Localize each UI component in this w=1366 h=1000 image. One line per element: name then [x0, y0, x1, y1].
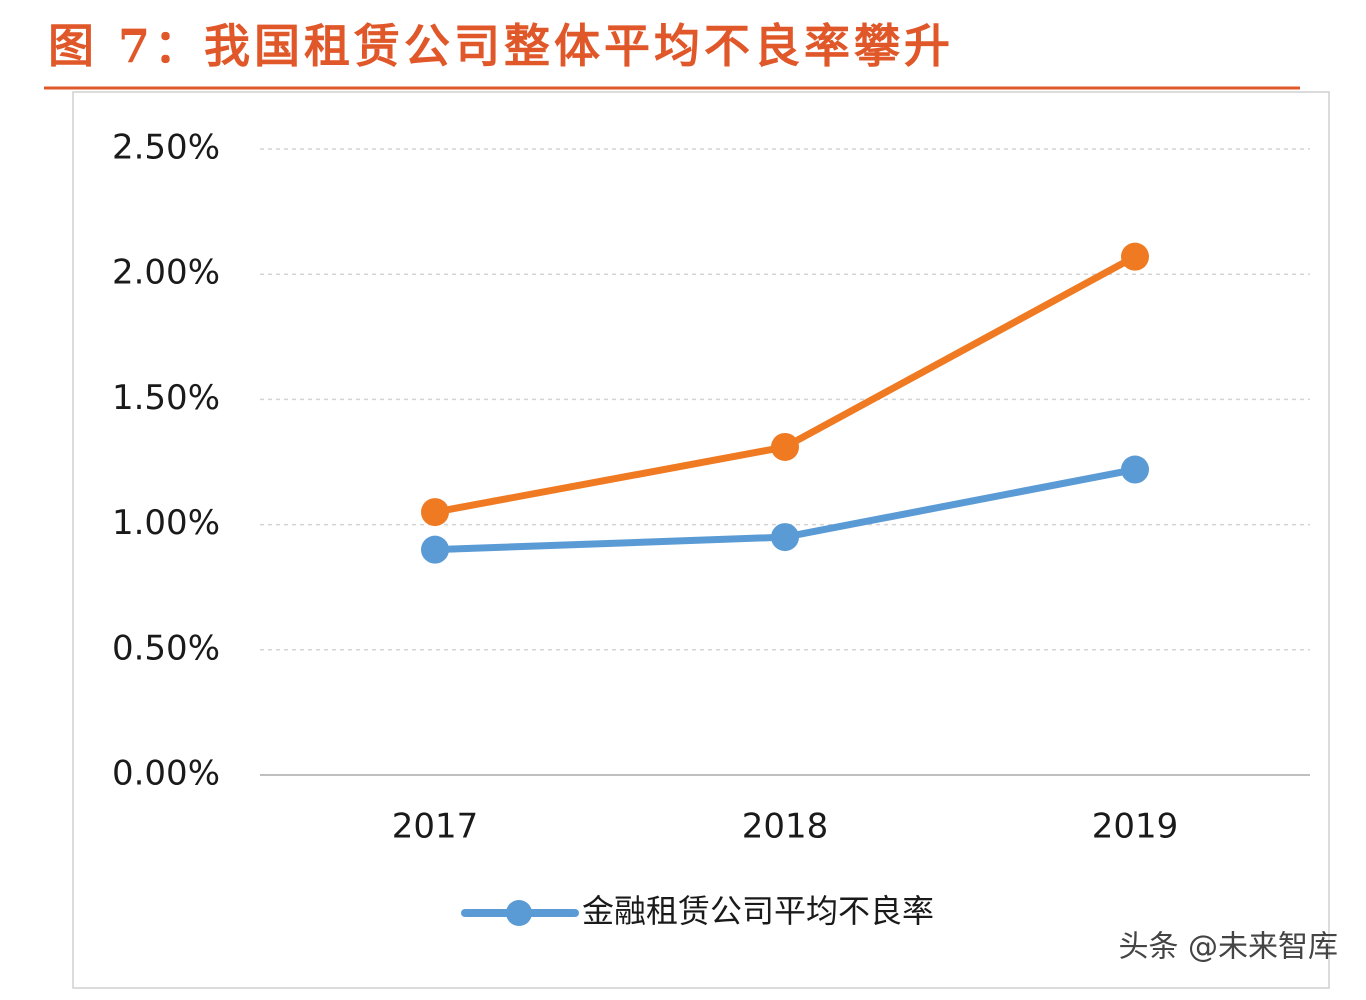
y-tick-label: 1.00%	[112, 503, 220, 543]
legend-marker	[506, 900, 532, 926]
x-tick-label: 2017	[392, 807, 479, 847]
x-tick-label: 2018	[742, 807, 829, 847]
y-tick-label: 2.00%	[112, 253, 220, 293]
y-tick-label: 2.50%	[112, 128, 220, 168]
y-tick-label: 0.50%	[112, 628, 220, 668]
series-line	[434, 253, 1137, 516]
series-marker	[1121, 455, 1149, 484]
y-tick-label: 0.00%	[112, 754, 220, 794]
chart-title: 图 7：我国租赁公司整体平均不良率攀升	[48, 19, 954, 73]
legend-label: 金融租赁公司平均不良率	[582, 892, 934, 930]
watermark: 头条 @未来智库	[1118, 930, 1338, 965]
series-marker	[1121, 242, 1149, 271]
x-tick-label: 2019	[1092, 807, 1179, 847]
y-tick-label: 1.50%	[112, 378, 220, 418]
series-marker	[771, 432, 799, 461]
chart-frame	[72, 91, 1330, 989]
series-marker	[771, 523, 799, 552]
series-marker	[421, 498, 449, 527]
series-marker	[421, 535, 449, 564]
